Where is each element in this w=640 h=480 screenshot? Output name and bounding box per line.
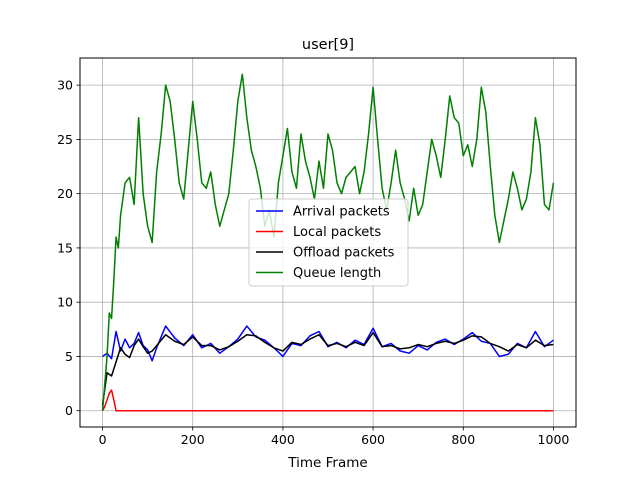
legend: Arrival packets Local packets Offload pack… bbox=[248, 198, 409, 287]
series-line-offload-packets bbox=[101, 331, 554, 406]
x-tick-label: 0 bbox=[99, 432, 107, 447]
legend-label-local-packets: Local packets bbox=[293, 225, 381, 240]
y-tick-label: 15 bbox=[57, 240, 73, 255]
x-tick-label: 400 bbox=[271, 432, 295, 447]
legend-box bbox=[248, 198, 409, 287]
x-tick-label: 200 bbox=[181, 432, 205, 447]
x-tick-label: 600 bbox=[361, 432, 385, 447]
y-tick-label: 30 bbox=[57, 78, 73, 93]
y-tick-label: 5 bbox=[65, 349, 73, 364]
plot-frame bbox=[79, 57, 577, 428]
x-tick-label: 1000 bbox=[538, 432, 570, 447]
x-tick-label: 800 bbox=[451, 432, 475, 447]
series-line-arrival-packets bbox=[102, 325, 554, 362]
y-tick-label: 10 bbox=[57, 295, 73, 310]
y-tick-label: 0 bbox=[65, 403, 73, 418]
legend-label-offload-packets: Offload packets bbox=[293, 246, 395, 261]
legend-label-arrival-packets: Arrival packets bbox=[293, 205, 390, 220]
y-tick-label: 20 bbox=[57, 186, 73, 201]
x-axis-label: Time Frame bbox=[287, 455, 367, 471]
series-line-queue-length bbox=[101, 73, 555, 411]
series-line-local-packets bbox=[101, 389, 554, 412]
y-tick-label: 25 bbox=[57, 132, 73, 147]
legend-label-queue-length: Queue length bbox=[293, 266, 381, 281]
axis-ticks: 0 200 400 600 800 1000 0 5 10 15 20 25 30 bbox=[57, 78, 569, 447]
grid bbox=[80, 58, 576, 427]
chart-title: user[9] bbox=[302, 37, 354, 53]
series-group bbox=[101, 73, 555, 412]
